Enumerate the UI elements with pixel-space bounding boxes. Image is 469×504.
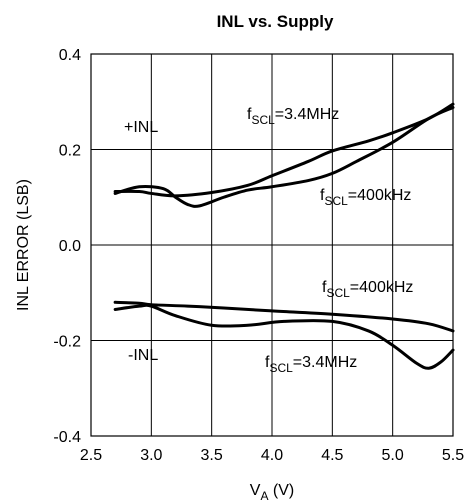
grid — [90, 53, 454, 437]
series-line — [113, 303, 455, 370]
plus-34mhz-label: fSCL=3.4MHz — [247, 106, 339, 127]
y-tick-label: -0.4 — [53, 429, 81, 446]
y-tick-label: -0.2 — [53, 334, 81, 351]
plus-400khz-label: fSCL=400kHz — [320, 187, 411, 208]
minus-34mhz-label: fSCL=3.4MHz — [265, 354, 357, 375]
x-tick-label: 3.0 — [140, 447, 162, 464]
minus-400khz-label: fSCL=400kHz — [322, 279, 413, 300]
series-line — [113, 300, 455, 333]
y-tick-label: 0.0 — [59, 238, 81, 255]
series-line — [113, 105, 455, 208]
plus-inl-label: +INL — [124, 119, 158, 136]
tick-labels: 2.5 3.0 3.5 4.0 4.5 5.0 5.5 0.4 0.2 0.0 -0.2 -0.4 — [53, 47, 464, 464]
x-axis-label: VA (V) — [250, 482, 294, 503]
x-tick-label: 4.5 — [321, 447, 343, 464]
data-series — [113, 102, 455, 370]
chart-title: INL vs. Supply — [217, 12, 334, 31]
x-tick-label: 2.5 — [80, 447, 102, 464]
y-tick-label: 0.2 — [59, 143, 81, 160]
x-tick-label: 5.5 — [442, 447, 464, 464]
plot-frame — [90, 53, 454, 437]
y-tick-label: 0.4 — [59, 47, 81, 64]
x-tick-label: 5.0 — [382, 447, 404, 464]
series-line — [113, 102, 455, 198]
minus-inl-label: -INL — [128, 347, 158, 364]
x-tick-label: 3.5 — [201, 447, 223, 464]
x-tick-label: 4.0 — [261, 447, 283, 464]
y-axis-label: INL ERROR (LSB) — [15, 179, 32, 311]
